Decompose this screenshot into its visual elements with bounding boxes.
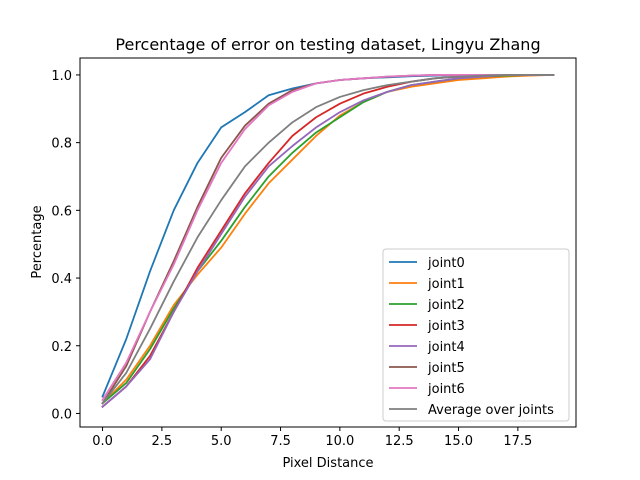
legend-label: joint1 [427, 277, 465, 292]
legend-label: joint4 [427, 340, 465, 355]
y-tick-label: 0.4 [51, 272, 72, 287]
legend-label: joint3 [427, 319, 465, 334]
legend-label: joint0 [427, 256, 465, 271]
x-tick-label: 10.0 [325, 434, 354, 449]
x-axis-label: Pixel Distance [282, 456, 373, 471]
x-tick-label: 12.5 [385, 434, 414, 449]
legend-label: Average over joints [428, 403, 554, 418]
series-line-joint4 [101, 74, 555, 408]
x-tick-label: 15.0 [444, 434, 473, 449]
x-tick-label: 7.5 [270, 434, 291, 449]
x-tick-label: 17.5 [503, 434, 532, 449]
x-tick-label: 2.5 [152, 434, 173, 449]
y-axis: 0.0 0.2 0.4 0.6 0.8 1.0 [51, 69, 80, 422]
series-layer [101, 74, 555, 408]
x-tick-label: 5.0 [211, 434, 232, 449]
legend-label: joint2 [427, 298, 465, 313]
y-tick-label: 0.6 [51, 204, 72, 219]
legend-box [382, 248, 570, 422]
y-tick-label: 0.2 [51, 340, 72, 355]
series-line-average-over-joints [101, 74, 555, 405]
x-tick-label: 0.0 [92, 434, 113, 449]
legend-label: joint6 [427, 382, 465, 397]
y-tick-label: 1.0 [51, 69, 72, 84]
x-axis: 0.0 2.5 5.0 7.5 10.0 12.5 15.0 17.5 [92, 427, 532, 449]
y-tick-label: 0.8 [51, 137, 72, 152]
y-tick-label: 0.0 [51, 407, 72, 422]
legend-label: joint5 [427, 361, 465, 376]
chart-title: Percentage of error on testing dataset, … [115, 35, 540, 54]
legend: joint0 joint1 joint2 joint3 joint4 joint5 join… [382, 248, 570, 422]
y-axis-label: Percentage [30, 205, 45, 278]
plot-area [79, 57, 577, 428]
